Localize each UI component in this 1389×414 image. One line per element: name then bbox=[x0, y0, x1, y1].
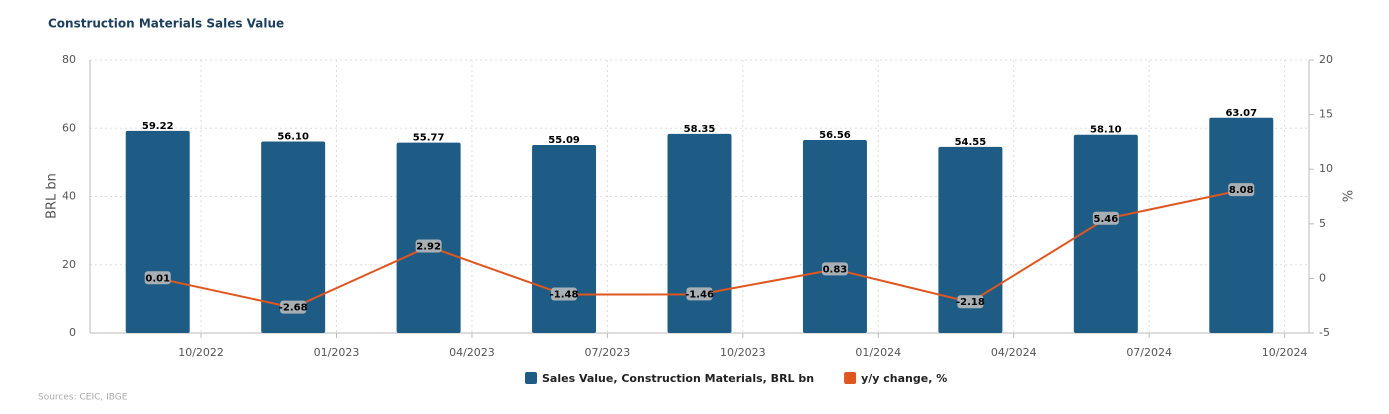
bar-value-label: 55.09 bbox=[548, 135, 580, 146]
y2-tick-label: 20 bbox=[1319, 53, 1333, 66]
value-label-box bbox=[280, 300, 307, 314]
y-tick-label: 40 bbox=[62, 190, 76, 203]
y-tick-label: 20 bbox=[62, 258, 76, 271]
value-label-box bbox=[144, 271, 171, 285]
x-tick-label: 10/2022 bbox=[178, 346, 224, 359]
legend-label: Sales Value, Construction Materials, BRL… bbox=[542, 372, 814, 385]
value-label-box bbox=[551, 287, 578, 301]
value-label-box bbox=[1228, 183, 1255, 197]
bar-value-label: 54.55 bbox=[955, 137, 987, 148]
value-label-box bbox=[415, 239, 442, 253]
x-tick-label: 07/2023 bbox=[585, 346, 631, 359]
y-tick-label: 60 bbox=[62, 121, 76, 134]
y2-tick-label: 10 bbox=[1319, 162, 1333, 175]
line-value-label: 0.01 bbox=[145, 273, 170, 284]
bar bbox=[667, 133, 732, 333]
legend-swatch bbox=[844, 372, 857, 384]
bar bbox=[1209, 117, 1274, 334]
x-tick-label: 04/2023 bbox=[449, 346, 495, 359]
y2-tick-label: 15 bbox=[1319, 108, 1333, 121]
y-axis-label: BRL bn bbox=[45, 173, 60, 219]
y-tick-label: 80 bbox=[62, 53, 76, 66]
x-tick-label: 10/2023 bbox=[720, 346, 766, 359]
source: Sources: CEIC, IBGE bbox=[38, 393, 128, 403]
bar bbox=[1073, 134, 1138, 333]
chart-title: Construction Materials Sales Value bbox=[48, 17, 284, 31]
x-tick-label: 01/2024 bbox=[855, 346, 901, 359]
bar bbox=[396, 142, 461, 333]
bar-value-label: 59.22 bbox=[142, 121, 174, 132]
bar bbox=[125, 130, 190, 333]
line-value-label: 5.46 bbox=[1093, 214, 1118, 225]
value-label-box bbox=[821, 262, 848, 276]
bar bbox=[802, 139, 867, 333]
line-value-label: -2.68 bbox=[279, 303, 308, 314]
bar-value-label: 55.77 bbox=[413, 133, 445, 144]
bar-value-label: 56.56 bbox=[819, 130, 851, 141]
legend-swatch bbox=[525, 372, 537, 384]
value-label-box bbox=[1092, 211, 1119, 225]
bar bbox=[938, 146, 1003, 333]
line-value-label: 2.92 bbox=[416, 242, 441, 253]
x-tick-label: 01/2023 bbox=[314, 346, 360, 359]
y-tick-label: 0 bbox=[69, 326, 76, 339]
value-label-box bbox=[686, 287, 713, 301]
bar bbox=[261, 141, 326, 333]
y2-tick-label: 0 bbox=[1319, 271, 1326, 284]
line-value-label: -1.46 bbox=[685, 289, 714, 300]
value-label-box bbox=[957, 295, 984, 309]
bar-value-label: 56.10 bbox=[277, 132, 309, 143]
line-value-label: -2.18 bbox=[956, 297, 985, 308]
x-tick-label: 10/2024 bbox=[1262, 346, 1308, 359]
x-tick-label: 07/2024 bbox=[1126, 346, 1172, 359]
bar-value-label: 58.10 bbox=[1090, 125, 1122, 136]
line-value-label: 8.08 bbox=[1229, 185, 1254, 196]
y2-tick-label: 5 bbox=[1319, 217, 1326, 230]
y2-tick-label: -5 bbox=[1319, 326, 1330, 339]
x-tick-label: 04/2024 bbox=[991, 346, 1037, 359]
legend-label: y/y change, % bbox=[861, 372, 947, 385]
bar bbox=[532, 145, 597, 333]
bar-value-label: 63.07 bbox=[1225, 108, 1257, 119]
line-value-label: 0.83 bbox=[823, 264, 848, 275]
line-value-label: -1.48 bbox=[550, 290, 579, 301]
y2-axis-label: % bbox=[1339, 190, 1354, 202]
bar-value-label: 58.35 bbox=[684, 124, 716, 135]
